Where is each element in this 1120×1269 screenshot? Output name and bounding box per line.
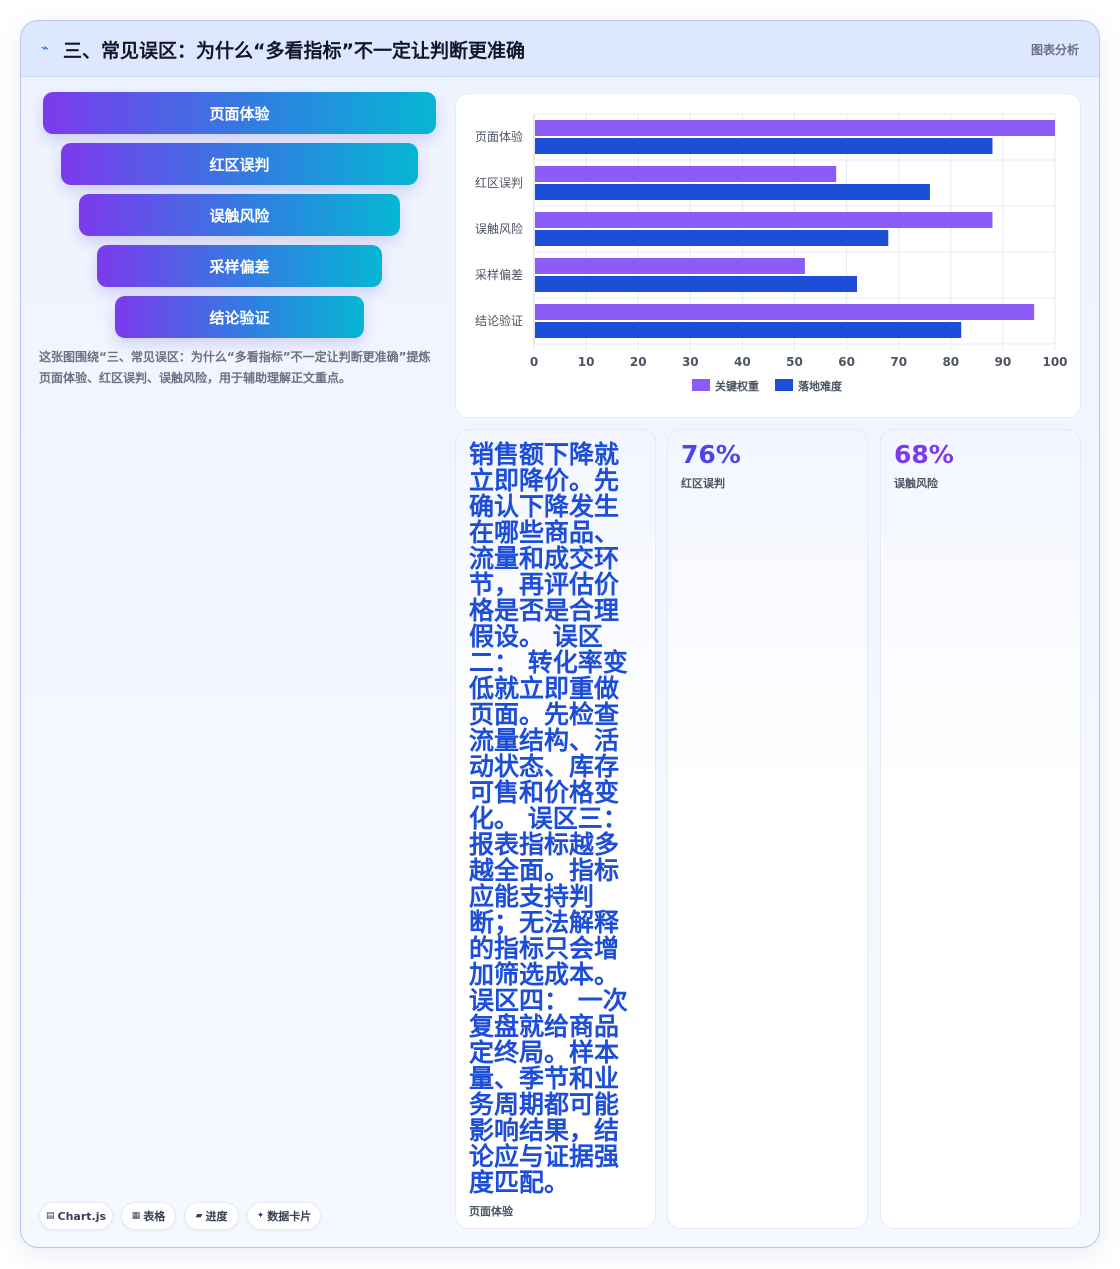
y-category-label: 采样偏差 (475, 267, 523, 282)
bar-weight (535, 166, 837, 182)
x-tick-label: 70 (890, 355, 907, 369)
bar-weight (535, 120, 1055, 136)
bar-difficulty (535, 138, 993, 154)
bar-weight (535, 304, 1035, 320)
legend-swatch (692, 379, 710, 391)
x-tick-label: 90 (995, 355, 1012, 369)
spark-icon: ⌁ (41, 41, 49, 56)
bar-weight (535, 212, 993, 228)
chip-label: Chart.js (57, 1209, 107, 1223)
chip-label: 进度 (205, 1210, 228, 1223)
kpi-text: 销售额下降就立即降价。先确认下降发生在哪些商品、流量和成交环节，再评估价格是否是… (469, 440, 628, 1197)
bar-weight (535, 258, 805, 274)
x-tick-label: 10 (578, 355, 595, 369)
funnel-step-sampling: 采样偏差 (97, 245, 382, 287)
bar-chart-panel: 0 10 20 30 40 50 60 70 80 90 100 页面体验红区误判误触风险采样偏差结论… (455, 93, 1081, 418)
funnel-step-red-zone: 红区误判 (61, 143, 418, 185)
chart-icon: ▤ (45, 1211, 55, 1221)
legend-label: 关键权重 (715, 379, 759, 393)
bar-difficulty (535, 184, 930, 200)
x-tick-label: 50 (786, 355, 803, 369)
sparkle-icon: ✦ (256, 1211, 265, 1221)
legend-swatch (775, 379, 793, 391)
bar-difficulty (535, 322, 962, 338)
y-category-label: 结论验证 (475, 313, 523, 328)
kpi-value: 76% (681, 440, 741, 469)
x-tick-label: 20 (630, 355, 647, 369)
x-tick-label: 40 (734, 355, 751, 369)
bar-difficulty (535, 276, 858, 292)
y-category-label: 页面体验 (475, 129, 523, 144)
x-tick-label: 60 (838, 355, 855, 369)
kpi-card-mistouch: 68% 误触风险 (880, 429, 1081, 1229)
chip-label: 数据卡片 (267, 1210, 312, 1223)
x-tick-label: 100 (1042, 355, 1067, 369)
kpi-label: 误触风险 (894, 477, 938, 490)
funnel-step-page-experience: 页面体验 (43, 92, 436, 134)
y-category-label: 误触风险 (475, 221, 523, 236)
figure-caption: 这张图围绕“三、常见误区：为什么“多看指标”不一定让判断更准确”提炼页面体验、红… (39, 350, 431, 385)
chip-chartjs[interactable]: ▤ Chart.js (39, 1202, 113, 1230)
kpi-value: 68% (894, 440, 954, 469)
chip-table[interactable]: ▦ 表格 (121, 1202, 176, 1230)
chip-data-card[interactable]: ✦ 数据卡片 (247, 1202, 321, 1230)
legend-label: 落地难度 (798, 379, 843, 393)
figure-header: ⌁ 三、常见误区：为什么“多看指标”不一定让判断更准确 图表分析 (21, 21, 1099, 77)
funnel-step-mistouch: 误触风险 (79, 194, 400, 236)
kpi-label: 红区误判 (681, 477, 725, 490)
x-tick-label: 0 (530, 355, 538, 369)
chart-analysis-label: 图表分析 (1030, 43, 1079, 57)
x-tick-label: 30 (682, 355, 699, 369)
kpi-label: 页面体验 (469, 1205, 513, 1218)
chip-progress[interactable]: ▰ 进度 (184, 1202, 239, 1230)
kpi-card-page-experience: 销售额下降就立即降价。先确认下降发生在哪些商品、流量和成交环节，再评估价格是否是… (455, 429, 656, 1229)
bar-difficulty (535, 230, 889, 246)
kpi-card-red-zone: 76% 红区误判 (667, 429, 868, 1229)
funnel-step-validation: 结论验证 (115, 296, 364, 338)
y-category-label: 红区误判 (475, 175, 523, 190)
article-figure-card: ⌁ 三、常见误区：为什么“多看指标”不一定让判断更准确 图表分析 页面体验 红区… (20, 20, 1100, 1248)
bar-chart: 0 10 20 30 40 50 60 70 80 90 100 页面体验红区误判误触风险采样偏差结论… (475, 113, 1068, 393)
figure-title: 三、常见误区：为什么“多看指标”不一定让判断更准确 (63, 40, 525, 62)
chip-label: 表格 (143, 1210, 166, 1223)
progress-icon: ▰ (195, 1211, 203, 1221)
table-icon: ▦ (131, 1211, 141, 1221)
x-tick-label: 80 (942, 355, 959, 369)
